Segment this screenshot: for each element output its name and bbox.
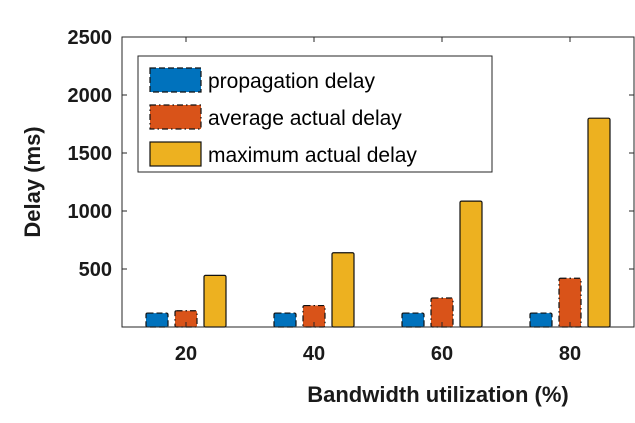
y-axis-label: Delay (ms) <box>20 126 45 237</box>
legend: propagation delay average actual delay max… <box>137 55 493 173</box>
x-axis-label: Bandwidth utilization (%) <box>307 382 569 407</box>
x-tick-label: 80 <box>559 343 581 365</box>
bar-maximum-actual-delay-40 <box>331 252 355 328</box>
y-axis: 500 1000 1500 2000 2500 <box>68 27 634 281</box>
legend-label-average-actual-delay: average actual delay <box>208 107 402 130</box>
y-tick-label: 1500 <box>68 143 113 165</box>
y-tick-label: 500 <box>79 259 112 281</box>
bar-maximum-actual-delay-60 <box>459 200 483 328</box>
legend-swatch-maximum-actual-delay <box>149 141 202 167</box>
plot-area-frame <box>121 36 635 328</box>
bar-propagation-delay-80 <box>529 312 553 328</box>
bar-average-actual-delay-80 <box>558 277 582 328</box>
x-tick-label: 60 <box>431 343 453 365</box>
x-axis: 20 40 60 80 <box>175 37 581 365</box>
bar-maximum-actual-delay-20 <box>203 274 227 328</box>
legend-label-maximum-actual-delay: maximum actual delay <box>208 144 417 167</box>
y-tick-label: 2000 <box>68 85 113 107</box>
bars-group <box>145 117 611 328</box>
bar-maximum-actual-delay-80 <box>587 117 611 328</box>
y-tick-label: 1000 <box>68 201 113 223</box>
bar-propagation-delay-20 <box>145 312 169 328</box>
legend-swatch-average-actual-delay <box>149 104 202 130</box>
bar-average-actual-delay-40 <box>302 304 326 328</box>
bar-propagation-delay-60 <box>401 312 425 328</box>
bar-propagation-delay-40 <box>273 312 297 328</box>
legend-label-propagation-delay: propagation delay <box>208 70 375 93</box>
y-tick-label: 2500 <box>68 27 113 49</box>
x-tick-label: 20 <box>175 343 197 365</box>
x-tick-label: 40 <box>303 343 325 365</box>
legend-swatch-propagation-delay <box>149 67 202 93</box>
